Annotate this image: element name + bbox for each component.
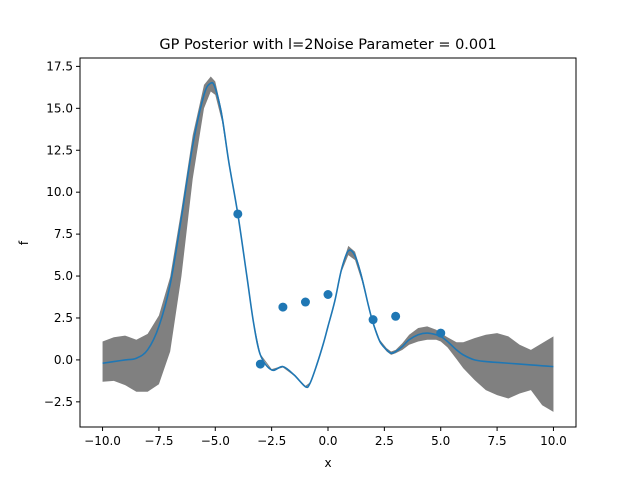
observation-point [323,290,333,299]
y-tick-label: 0.0 [54,353,73,367]
x-tick-label: 10.0 [540,434,567,448]
observation-point [391,311,401,321]
posterior-mean-line [102,81,554,389]
chart-title: GP Posterior with l=2Noise Parameter = 0… [159,37,496,53]
x-tick-label: −10.0 [84,434,121,448]
x-tick-label: −2.5 [257,434,286,448]
y-axis: −2.5 0.0 2.5 5.0 7.5 10.0 12.5 15.0 17.5 [44,59,80,409]
y-tick-label: 17.5 [46,59,73,73]
x-tick-label: 7.5 [488,434,507,448]
y-tick-label: 12.5 [46,143,73,157]
observation-point [233,209,243,219]
x-axis: −10.0 −7.5 −5.0 −2.5 0.0 2.5 5.0 7.5 10.0 [84,427,567,448]
y-tick-label: 7.5 [54,227,73,241]
x-tick-label: −5.0 [201,434,230,448]
y-tick-label: 5.0 [54,269,73,283]
y-tick-label: 15.0 [46,101,73,115]
x-tick-label: −7.5 [144,434,173,448]
plot-area [102,76,554,412]
x-tick-label: 2.5 [375,434,394,448]
x-tick-label: 5.0 [431,434,450,448]
x-axis-label: x [324,456,331,470]
y-tick-label: 2.5 [54,311,73,325]
observation-point [300,297,310,307]
observation-point [368,315,378,325]
observation-point [255,359,265,369]
y-axis-label: f [17,240,31,245]
y-tick-label: 10.0 [46,185,73,199]
uncertainty-band [102,76,554,412]
observation-point [278,302,288,312]
x-tick-label: 0.0 [318,434,337,448]
y-tick-label: −2.5 [44,395,73,409]
observation-point [436,328,446,338]
